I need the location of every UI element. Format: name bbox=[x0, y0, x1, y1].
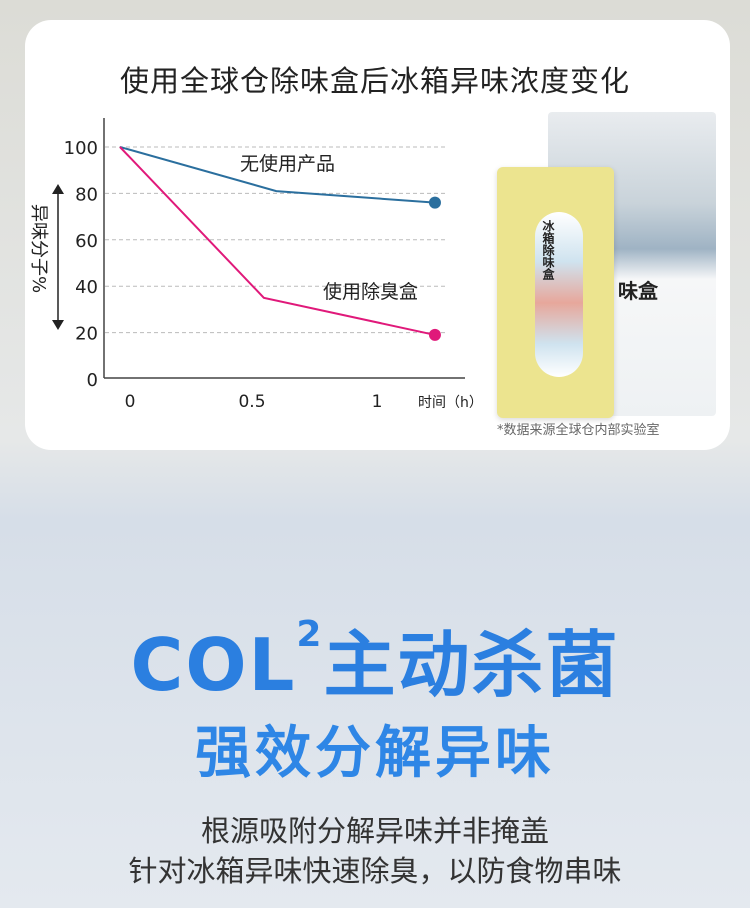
y-axis-label: 异味分子% bbox=[28, 204, 49, 293]
series-end-point bbox=[428, 328, 441, 341]
headline: COL2主动杀菌 bbox=[0, 606, 750, 711]
deodorizer-box-image bbox=[497, 167, 614, 418]
series-end-point bbox=[428, 196, 441, 209]
description-line-2: 针对冰箱异味快速除臭，以防食物串味 bbox=[128, 854, 622, 888]
y-tick-label: 0 bbox=[87, 370, 98, 391]
y-tick-label: 60 bbox=[75, 231, 98, 252]
data-source-note: *数据来源全球仓内部实验室 bbox=[497, 423, 660, 438]
package-label: 味盒 bbox=[618, 279, 658, 303]
box-label: 冰箱除味盒 bbox=[541, 220, 555, 280]
subheadline: 强效分解异味 bbox=[195, 721, 555, 786]
headline-sup: 2 bbox=[296, 614, 324, 655]
chart-title: 使用全球仓除味盒后冰箱异味浓度变化 bbox=[119, 64, 630, 98]
x-tick-label: 0 bbox=[125, 392, 136, 412]
x-axis-label: 时间（h） bbox=[418, 395, 483, 411]
y-tick-label: 40 bbox=[75, 277, 98, 298]
series-label: 无使用产品 bbox=[240, 153, 335, 175]
headline-rest: 主动杀菌 bbox=[323, 623, 620, 707]
y-tick-label: 80 bbox=[75, 184, 98, 205]
headline-col: COL bbox=[130, 623, 297, 707]
series-label: 使用除臭盒 bbox=[323, 281, 418, 303]
series-line bbox=[119, 146, 436, 336]
y-tick-label: 100 bbox=[64, 138, 98, 159]
y-tick-label: 20 bbox=[75, 324, 98, 345]
series-line bbox=[119, 146, 436, 204]
x-tick-label: 1 bbox=[372, 392, 383, 412]
description-line-1: 根源吸附分解异味并非掩盖 bbox=[200, 814, 549, 848]
x-tick-label: 0.5 bbox=[238, 392, 265, 412]
